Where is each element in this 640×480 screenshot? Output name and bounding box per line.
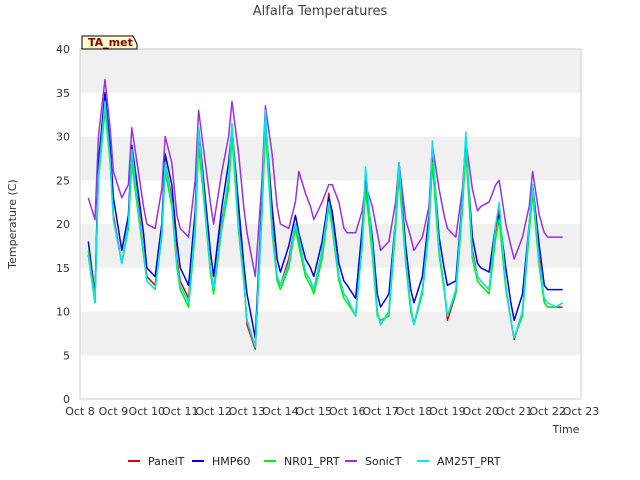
x-axis-label: Time bbox=[552, 423, 580, 436]
ta-met-badge: TA_met bbox=[81, 35, 138, 50]
badge-shape bbox=[81, 35, 138, 50]
legend-label: HMP60 bbox=[212, 455, 250, 468]
x-tick-label: Oct 17 bbox=[362, 405, 399, 418]
legend-label: PanelT bbox=[148, 455, 185, 468]
y-tick-label: 30 bbox=[56, 131, 70, 144]
y-tick-label: 20 bbox=[56, 218, 70, 231]
x-tick-label: Oct 19 bbox=[429, 405, 466, 418]
x-tick-label: Oct 23 bbox=[563, 405, 600, 418]
y-tick-label: 40 bbox=[56, 43, 70, 56]
legend-label: AM25T_PRT bbox=[437, 455, 501, 468]
x-tick-label: Oct 8 bbox=[65, 405, 95, 418]
badge-label: TA_met bbox=[88, 36, 133, 49]
y-tick-label: 25 bbox=[56, 174, 70, 187]
series-line-nr01-prt bbox=[87, 109, 564, 348]
series-line-sonict bbox=[87, 78, 563, 278]
x-tick-label: Oct 16 bbox=[329, 405, 366, 418]
x-tick-label: Oct 21 bbox=[496, 405, 533, 418]
series-line-hmp60 bbox=[87, 92, 563, 339]
plot-area bbox=[79, 48, 582, 400]
x-tick-label: Oct 14 bbox=[262, 405, 299, 418]
series-lines bbox=[87, 78, 564, 350]
background-bands bbox=[80, 49, 581, 399]
y-tick-label: 35 bbox=[56, 87, 70, 100]
grid-band bbox=[80, 311, 581, 356]
y-tick-label: 5 bbox=[63, 349, 70, 362]
legend-label: SonicT bbox=[365, 455, 402, 468]
x-tick-label: Oct 12 bbox=[195, 405, 232, 418]
grid-band bbox=[80, 224, 581, 268]
legend-label: NR01_PRT bbox=[284, 455, 340, 468]
x-tick-label: Oct 22 bbox=[529, 405, 566, 418]
x-tick-label: Oct 20 bbox=[463, 405, 500, 418]
chart-title: Alfalfa Temperatures bbox=[253, 4, 388, 19]
x-tick-label: Oct 15 bbox=[296, 405, 333, 418]
x-tick-label: Oct 18 bbox=[396, 405, 433, 418]
y-axis-label: Temperature (C) bbox=[6, 179, 19, 269]
y-tick-label: 10 bbox=[56, 306, 70, 319]
legend: PanelT HMP60 NR01_PRT SonicT AM25T_PRT bbox=[128, 455, 501, 468]
y-axis: 0 5 10 15 20 25 30 35 40 bbox=[56, 43, 70, 406]
y-tick-label: 15 bbox=[56, 262, 70, 275]
x-tick-label: Oct 10 bbox=[129, 405, 166, 418]
series-line-am25t-prt bbox=[87, 100, 564, 349]
x-tick-label: Oct 9 bbox=[99, 405, 129, 418]
x-tick-label: Oct 13 bbox=[229, 405, 266, 418]
grid-band bbox=[80, 49, 581, 93]
grid-band bbox=[80, 136, 581, 181]
x-tick-label: Oct 11 bbox=[162, 405, 199, 418]
y-tick-label: 0 bbox=[63, 393, 70, 406]
